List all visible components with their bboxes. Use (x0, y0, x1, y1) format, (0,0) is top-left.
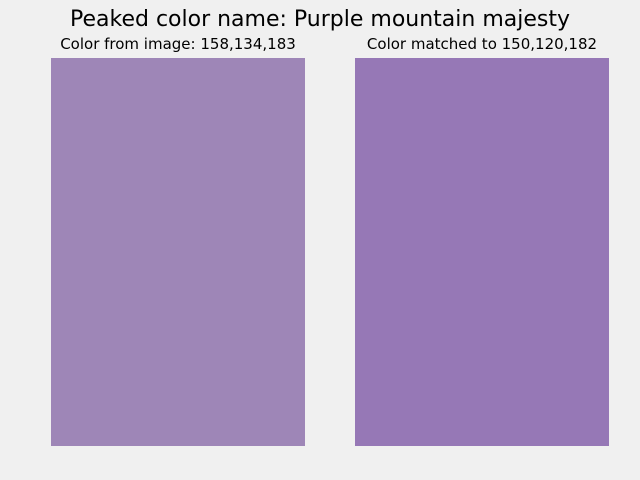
matched-color-swatch (355, 58, 609, 446)
image-color-swatch (51, 58, 305, 446)
matched-color-label: Color matched to 150,120,182 (366, 35, 598, 53)
figure-title: Peaked color name: Purple mountain majes… (70, 7, 570, 32)
image-color-label: Color from image: 158,134,183 (60, 35, 296, 53)
